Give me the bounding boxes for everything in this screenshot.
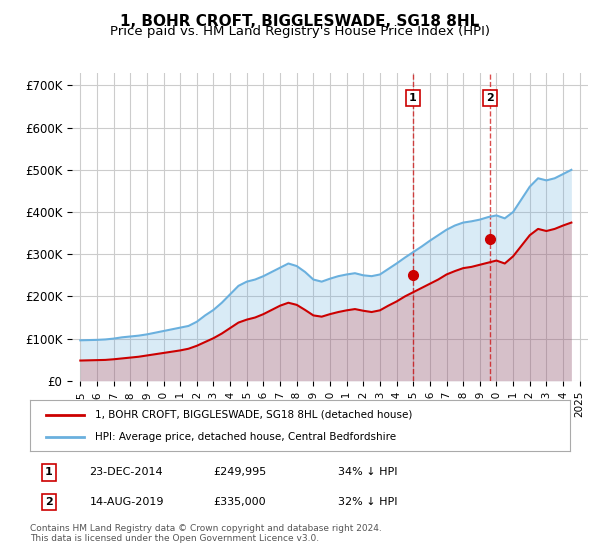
- Text: 2: 2: [45, 497, 53, 507]
- Text: 1: 1: [45, 468, 53, 478]
- Text: Contains HM Land Registry data © Crown copyright and database right 2024.
This d: Contains HM Land Registry data © Crown c…: [30, 524, 382, 543]
- Text: 23-DEC-2014: 23-DEC-2014: [89, 468, 163, 478]
- Text: 32% ↓ HPI: 32% ↓ HPI: [338, 497, 397, 507]
- Text: 34% ↓ HPI: 34% ↓ HPI: [338, 468, 397, 478]
- Text: 14-AUG-2019: 14-AUG-2019: [89, 497, 164, 507]
- Text: £249,995: £249,995: [214, 468, 267, 478]
- Text: 2: 2: [486, 93, 494, 103]
- Text: 1, BOHR CROFT, BIGGLESWADE, SG18 8HL: 1, BOHR CROFT, BIGGLESWADE, SG18 8HL: [121, 14, 479, 29]
- Text: 1, BOHR CROFT, BIGGLESWADE, SG18 8HL (detached house): 1, BOHR CROFT, BIGGLESWADE, SG18 8HL (de…: [95, 409, 412, 419]
- Text: Price paid vs. HM Land Registry's House Price Index (HPI): Price paid vs. HM Land Registry's House …: [110, 25, 490, 38]
- Text: HPI: Average price, detached house, Central Bedfordshire: HPI: Average price, detached house, Cent…: [95, 432, 396, 442]
- Text: 1: 1: [409, 93, 416, 103]
- Text: £335,000: £335,000: [214, 497, 266, 507]
